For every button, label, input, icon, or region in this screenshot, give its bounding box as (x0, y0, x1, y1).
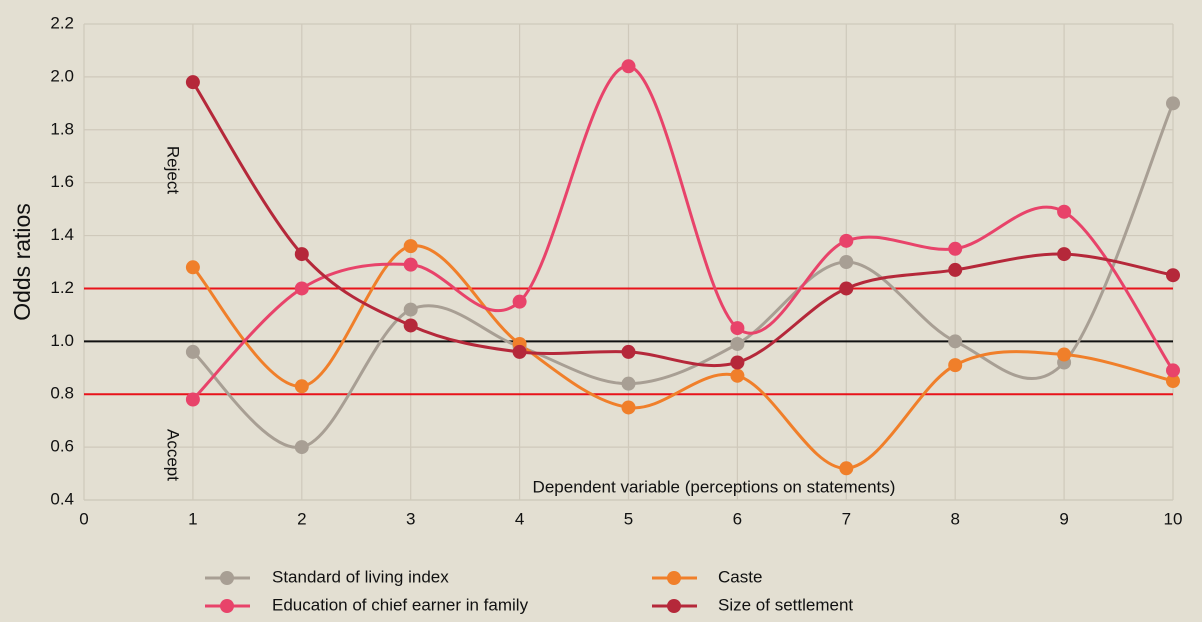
point (730, 355, 745, 370)
point (403, 302, 418, 317)
point (621, 59, 636, 74)
x-tick-label: 8 (950, 509, 959, 528)
legend-swatch (220, 571, 234, 585)
x-tick-label: 3 (406, 509, 415, 528)
point (621, 376, 636, 391)
point (1057, 247, 1072, 262)
point (403, 257, 418, 272)
y-tick-label: 1.8 (50, 119, 74, 138)
point (403, 239, 418, 254)
legend-swatch (667, 599, 681, 613)
series-line (191, 81, 1174, 368)
x-tick-label: 10 (1164, 509, 1183, 528)
point (621, 400, 636, 415)
x-tick-label: 5 (624, 509, 633, 528)
legend-label: Standard of living index (272, 567, 449, 586)
point (948, 241, 963, 256)
point (294, 247, 309, 262)
point (839, 255, 854, 269)
y-tick-label: 2.2 (50, 13, 74, 32)
legend-label: Caste (718, 567, 762, 586)
y-tick-label: 0.4 (50, 489, 74, 508)
point (948, 262, 963, 277)
y-tick-label: 0.6 (50, 437, 74, 456)
point (294, 440, 309, 455)
point (839, 461, 854, 476)
point (1057, 347, 1072, 362)
point (185, 392, 200, 407)
legend-label: Education of chief earner in family (272, 595, 529, 614)
y-tick-label: 1.4 (50, 225, 74, 244)
point (948, 358, 963, 373)
point (294, 281, 309, 296)
point (1166, 96, 1180, 111)
y-axis-label: Odds ratios (9, 203, 35, 321)
legend-swatch (220, 599, 234, 613)
annotation: Reject (164, 146, 183, 194)
point (185, 75, 200, 90)
point (185, 260, 200, 275)
point (839, 233, 854, 248)
series-line (191, 102, 1175, 449)
x-tick-label: 9 (1059, 509, 1068, 528)
x-tick-label: 1 (188, 509, 197, 528)
point (1166, 363, 1180, 378)
series-line (191, 244, 1174, 470)
point (512, 294, 527, 309)
y-tick-label: 1.0 (50, 331, 74, 350)
point (1166, 268, 1180, 283)
point (948, 334, 963, 349)
x-tick-label: 4 (515, 509, 524, 528)
point (403, 318, 418, 333)
point (1166, 374, 1180, 388)
legend-label: Size of settlement (718, 595, 853, 614)
point (512, 344, 527, 359)
x-axis-label: Dependent variable (perceptions on state… (533, 477, 896, 496)
legend-swatch (667, 571, 681, 585)
x-tick-label: 0 (79, 509, 88, 528)
series-line (191, 64, 1175, 401)
point (730, 321, 745, 336)
y-tick-label: 2.0 (50, 66, 74, 85)
x-tick-label: 6 (733, 509, 742, 528)
y-tick-label: 1.2 (50, 278, 74, 297)
point (294, 379, 309, 394)
point (185, 344, 200, 359)
annotation: Accept (164, 429, 183, 481)
point (730, 336, 745, 351)
y-tick-label: 0.8 (50, 384, 74, 403)
y-tick-label: 1.6 (50, 172, 74, 191)
point (730, 368, 745, 383)
point (839, 281, 854, 296)
point (621, 344, 636, 359)
point (1057, 204, 1072, 219)
x-tick-label: 7 (842, 509, 851, 528)
x-tick-label: 2 (297, 509, 306, 528)
